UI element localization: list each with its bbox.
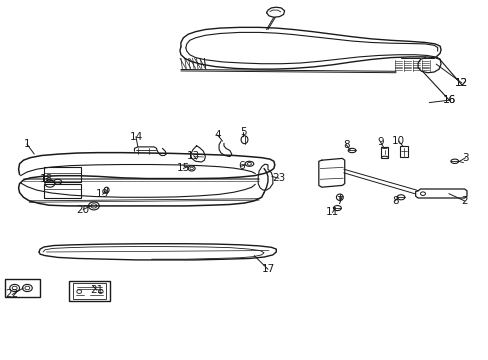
Text: 3: 3 bbox=[461, 153, 468, 163]
Text: 12: 12 bbox=[454, 78, 468, 88]
Text: 1: 1 bbox=[23, 139, 30, 149]
Text: 17: 17 bbox=[261, 264, 274, 274]
Text: 4: 4 bbox=[214, 130, 221, 140]
Text: 2: 2 bbox=[460, 196, 467, 206]
Text: 8: 8 bbox=[391, 196, 398, 206]
Text: 16: 16 bbox=[442, 95, 456, 105]
Text: 11: 11 bbox=[325, 207, 339, 217]
Bar bbox=[381, 147, 387, 158]
Text: 6: 6 bbox=[238, 161, 244, 171]
Bar bbox=[73, 283, 105, 299]
Text: 22: 22 bbox=[5, 289, 19, 300]
Text: 8: 8 bbox=[342, 140, 349, 150]
Text: 5: 5 bbox=[240, 127, 246, 138]
Text: 10: 10 bbox=[391, 136, 404, 146]
Text: 15: 15 bbox=[176, 163, 190, 174]
Text: 14: 14 bbox=[129, 132, 142, 142]
Text: 16: 16 bbox=[442, 95, 456, 105]
Bar bbox=[5, 279, 40, 297]
Text: 19: 19 bbox=[96, 189, 109, 199]
Text: 20: 20 bbox=[77, 204, 89, 215]
Bar bbox=[399, 146, 407, 157]
Text: 13: 13 bbox=[186, 150, 200, 161]
Text: 18: 18 bbox=[40, 174, 53, 184]
Text: 12: 12 bbox=[454, 78, 468, 88]
Bar bbox=[69, 281, 109, 301]
Bar bbox=[44, 167, 81, 182]
Bar bbox=[44, 184, 81, 198]
Text: 23: 23 bbox=[271, 173, 285, 183]
Text: 21: 21 bbox=[90, 285, 103, 295]
Text: 7: 7 bbox=[336, 196, 343, 206]
Text: 9: 9 bbox=[376, 137, 383, 147]
